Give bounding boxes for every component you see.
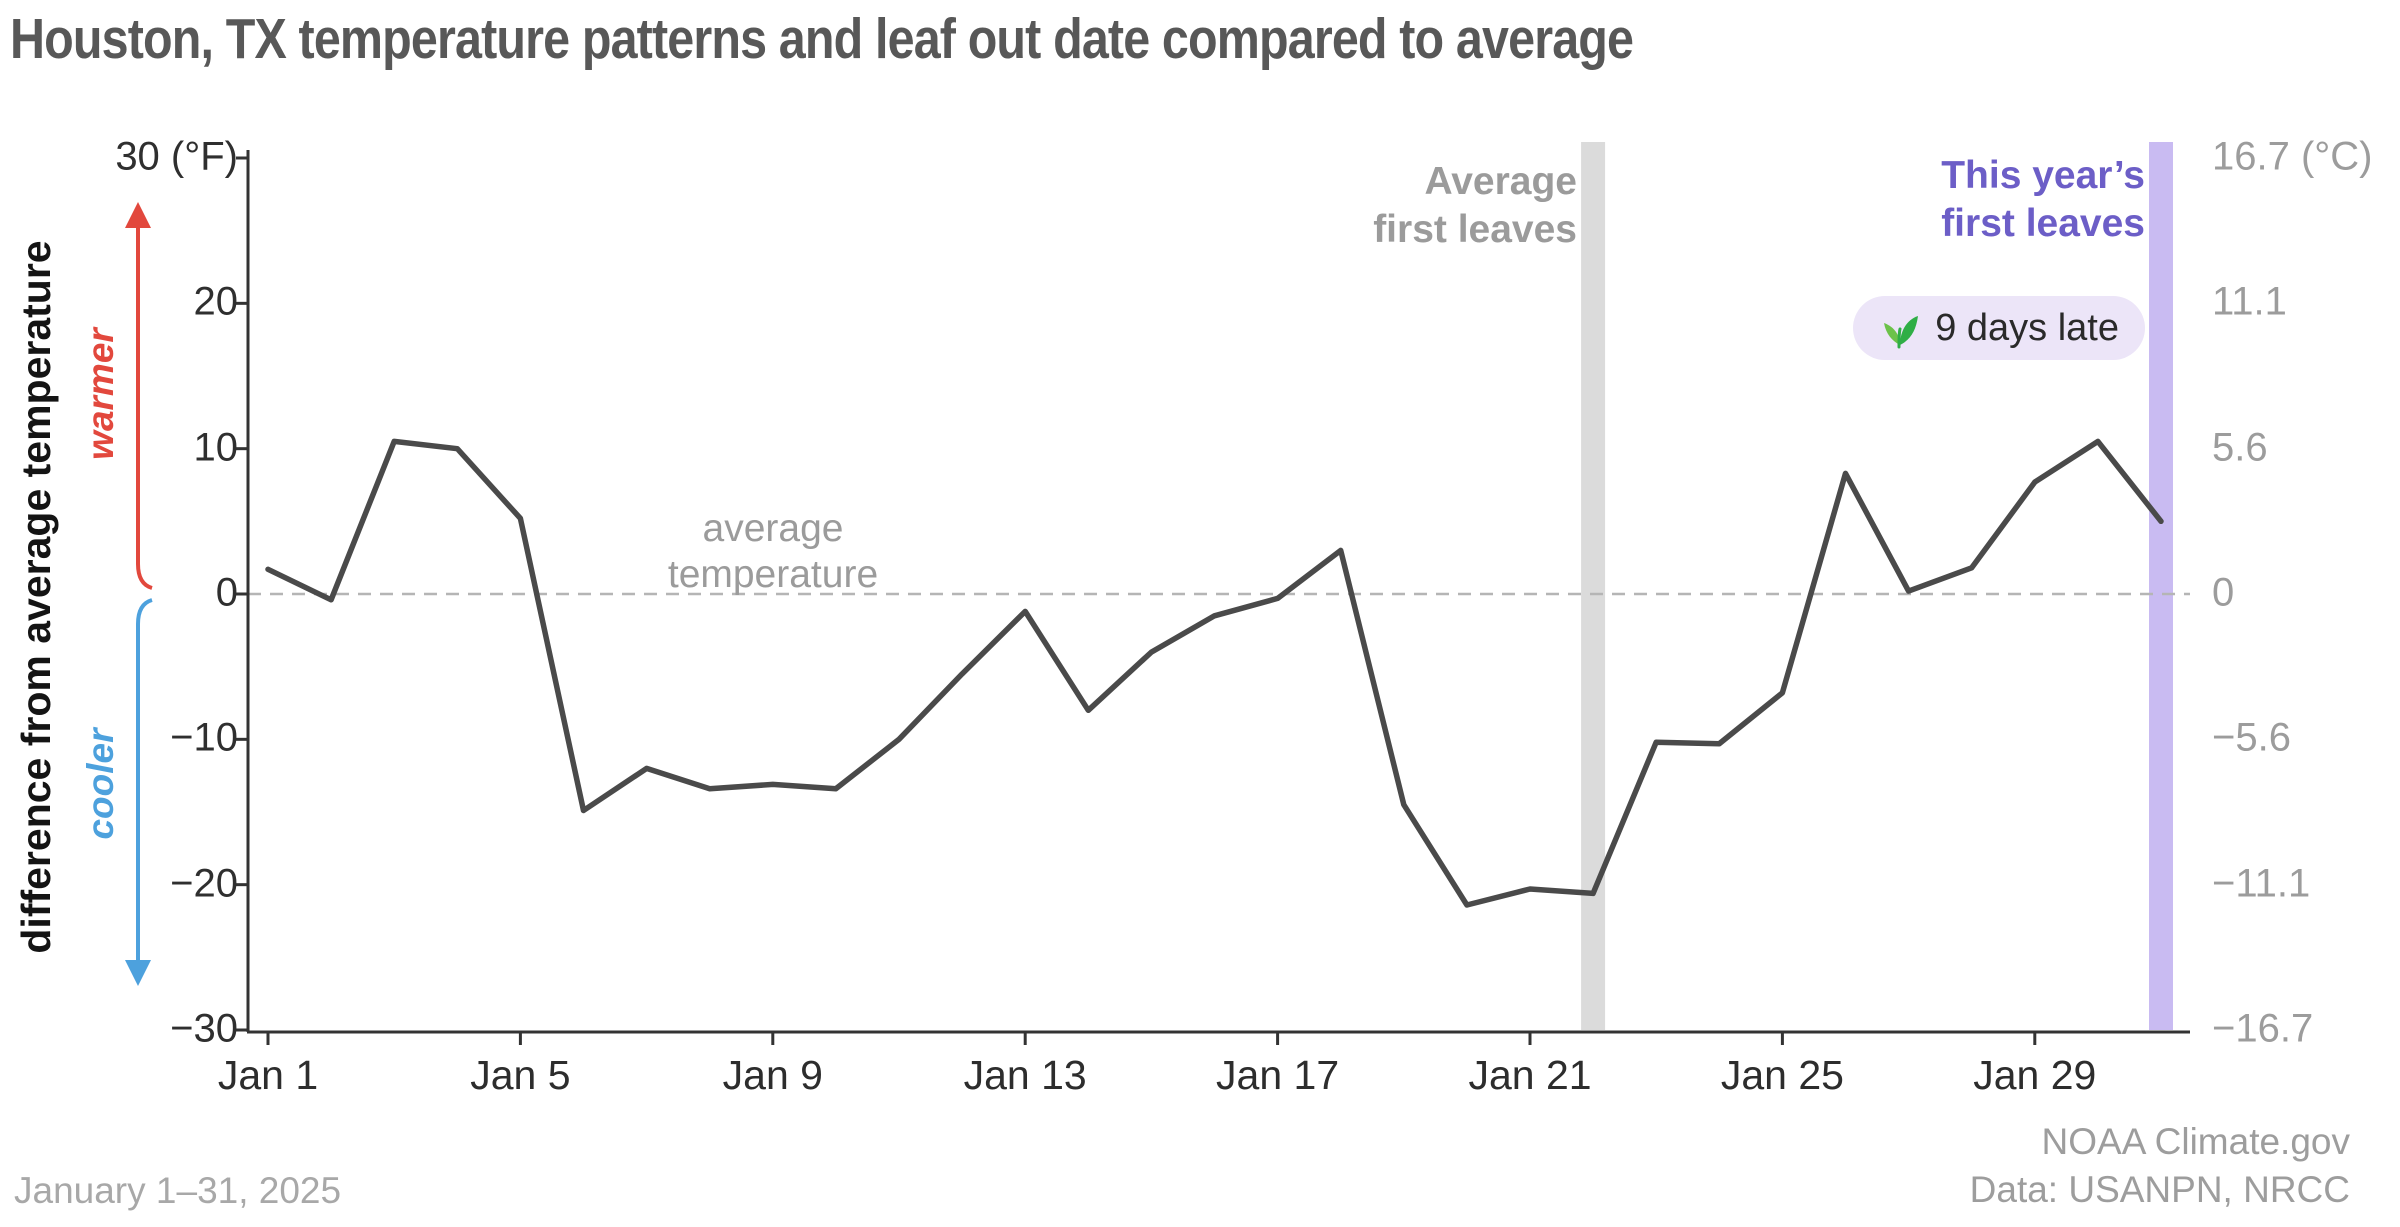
- y-tick-label-c: 0: [2212, 570, 2235, 615]
- average-temperature-line1: average: [702, 507, 844, 550]
- y-tick-label-f: −30: [170, 1006, 238, 1051]
- y-tick-label-f: 20: [193, 279, 239, 324]
- average-first-leaves-line1: Average: [1424, 160, 1577, 203]
- average-temperature-label: average temperature: [668, 506, 878, 598]
- source-credits: NOAA Climate.gov Data: USANPN, NRCC: [1970, 1118, 2350, 1214]
- y-tick-label-c: 5.6: [2212, 425, 2268, 470]
- warmer-arrowhead: [125, 202, 151, 228]
- y-tick-label-c: −5.6: [2212, 715, 2291, 760]
- cooler-arrow: [136, 598, 153, 962]
- average-temperature-line2: temperature: [667, 553, 879, 596]
- temperature-line: [265, 438, 2164, 908]
- warmer-arrow: [136, 224, 153, 590]
- y-tick-label-f: 10: [193, 425, 239, 470]
- cooler-arrowhead: [125, 960, 151, 986]
- y-tick-label-f: 30 (°F): [115, 134, 238, 179]
- y-tick-label-c: −16.7: [2212, 1006, 2314, 1051]
- this-year-first-leaves-band: [2149, 142, 2173, 1030]
- credit-noaa: NOAA Climate.gov: [2041, 1121, 2350, 1162]
- x-tick-label: Jan 17: [1216, 1052, 1340, 1098]
- x-tick-label: Jan 25: [1720, 1052, 1844, 1098]
- y-tick-label-c: −11.1: [2212, 861, 2311, 906]
- x-tick-label: Jan 9: [722, 1052, 823, 1098]
- x-tick-label: Jan 5: [470, 1052, 571, 1098]
- y-tick-label-f: −10: [170, 715, 238, 760]
- credit-data: Data: USANPN, NRCC: [1969, 1169, 2350, 1210]
- y-tick-label-c: 16.7 (°C): [2212, 134, 2373, 179]
- days-late-text: 9 days late: [1935, 306, 2119, 349]
- days-late-badge: 9 days late: [1853, 296, 2145, 360]
- average-first-leaves-band: [1581, 142, 1606, 1030]
- x-tick-label: Jan 13: [963, 1052, 1087, 1098]
- this-year-first-leaves-annotation: This year’s first leaves: [1941, 152, 2145, 248]
- x-tick-label: Jan 29: [1973, 1052, 2097, 1098]
- this-year-line2: first leaves: [1941, 202, 2145, 245]
- x-tick-label: Jan 21: [1468, 1052, 1592, 1098]
- chart-title: Houston, TX temperature patterns and lea…: [10, 7, 1634, 71]
- seedling-icon: [1884, 316, 1919, 349]
- average-first-leaves-line2: first leaves: [1373, 208, 1577, 251]
- y-tick-label-f: 0: [215, 570, 238, 615]
- y-tick-label-f: −20: [170, 861, 238, 906]
- average-first-leaves-annotation: Average first leaves: [1373, 158, 1577, 254]
- this-year-line1: This year’s: [1941, 154, 2145, 197]
- x-tick-label: Jan 1: [217, 1052, 319, 1098]
- date-range-label: January 1–31, 2025: [14, 1170, 342, 1211]
- y-tick-label-c: 11.1: [2212, 279, 2287, 324]
